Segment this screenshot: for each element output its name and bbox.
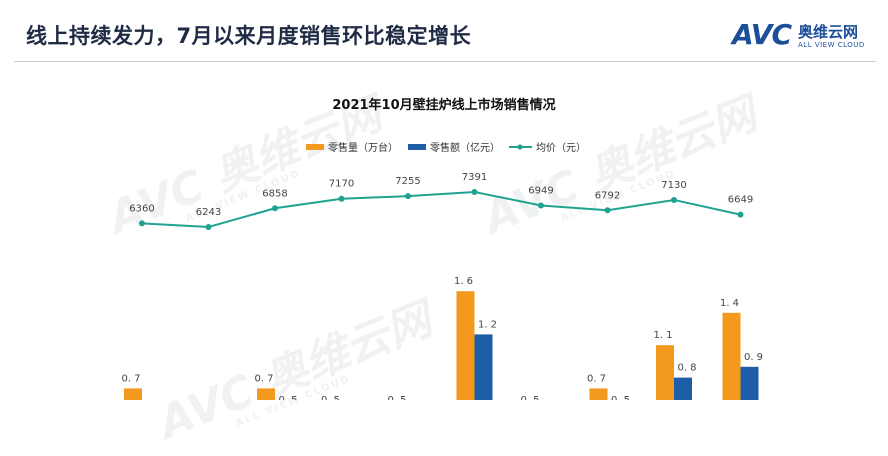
volume-bar-9 xyxy=(722,312,741,400)
sales-bar-5 xyxy=(474,334,493,400)
price-point-2 xyxy=(272,205,278,212)
volume-label-2: 0. 7 xyxy=(254,373,273,384)
sales-label-5: 1. 2 xyxy=(478,319,497,330)
legend-swatch-volume xyxy=(306,144,324,150)
price-line xyxy=(141,190,741,229)
sales-label-2: 0. 5 xyxy=(278,395,297,400)
legend-label-price: 均价（元） xyxy=(536,142,586,154)
price-label-6: 6949 xyxy=(528,185,553,196)
sales-bar-9 xyxy=(740,366,759,400)
price-point-7 xyxy=(604,207,611,214)
legend-label-sales: 零售额（亿元） xyxy=(430,141,500,154)
price-label-5: 7391 xyxy=(462,172,487,183)
legend-swatch-sales xyxy=(408,144,426,150)
price-point-0 xyxy=(139,220,145,227)
avc-logo: AVC 奥维云网 ALL VIEW CLOUD xyxy=(732,18,872,54)
price-point-8 xyxy=(671,196,677,203)
volume-label-0: 0. 7 xyxy=(121,373,140,384)
price-label-2: 6858 xyxy=(262,188,287,199)
volume-label-9: 1. 4 xyxy=(720,298,739,309)
price-point-5 xyxy=(471,189,478,195)
sales-label-8: 0. 8 xyxy=(677,363,696,374)
volume-label-3: 0. 5 xyxy=(321,395,340,400)
price-point-9 xyxy=(737,211,744,218)
volume-label-7: 0. 7 xyxy=(587,373,606,384)
price-line-group: 6360 6243 6858 7170 7255 7391 6949 6792 7130 6649 xyxy=(129,172,753,230)
sales-bar-8 xyxy=(674,377,692,400)
logo-mark: AVC xyxy=(732,18,792,51)
price-label-8: 7130 xyxy=(661,180,686,191)
price-point-1 xyxy=(205,224,212,230)
legend-swatch-price-marker xyxy=(517,144,523,150)
logo-en-name: ALL VIEW CLOUD xyxy=(798,41,865,49)
price-label-0: 6360 xyxy=(129,203,154,214)
price-label-9: 6649 xyxy=(728,195,753,206)
header-divider xyxy=(14,61,876,62)
price-label-3: 7170 xyxy=(329,179,354,190)
sales-label-9: 0. 9 xyxy=(744,352,763,363)
sales-label-7: 0. 5 xyxy=(611,395,630,400)
volume-label-8: 1. 1 xyxy=(653,330,672,341)
bar-group: 0. 70. 30. 70. 50. 51. 60. 50. 71. 11. 4… xyxy=(121,276,763,400)
legend: 零售量（万台） 零售额（亿元） 均价（元） xyxy=(306,141,586,154)
volume-bar-5 xyxy=(456,291,475,400)
price-point-3 xyxy=(338,195,345,202)
volume-bar-8 xyxy=(656,345,674,400)
price-label-4: 7255 xyxy=(395,176,420,187)
volume-label-5: 1. 6 xyxy=(454,276,473,287)
price-label-7: 6792 xyxy=(595,190,620,201)
volume-label-4: 0. 5 xyxy=(387,395,406,400)
price-point-6 xyxy=(538,202,544,209)
volume-bar-7 xyxy=(589,388,608,400)
volume-bar-2 xyxy=(257,388,275,400)
page-title: 线上持续发力，7月以来月度销售环比稳定增长 xyxy=(26,24,472,48)
price-label-1: 6243 xyxy=(196,207,221,218)
chart: 2021年10月壁挂炉线上市场销售情况 零售量（万台） 零售额（亿元） 均价（元… xyxy=(121,97,763,400)
logo-cn-name: 奥维云网 xyxy=(798,23,859,41)
volume-label-6: 0. 5 xyxy=(520,395,539,400)
chart-title: 2021年10月壁挂炉线上市场销售情况 xyxy=(332,97,555,113)
volume-bar-0 xyxy=(124,388,142,400)
price-point-4 xyxy=(405,193,411,200)
legend-label-volume: 零售量（万台） xyxy=(328,141,398,154)
header: 线上持续发力，7月以来月度销售环比稳定增长 AVC 奥维云网 ALL VIEW … xyxy=(0,0,888,66)
